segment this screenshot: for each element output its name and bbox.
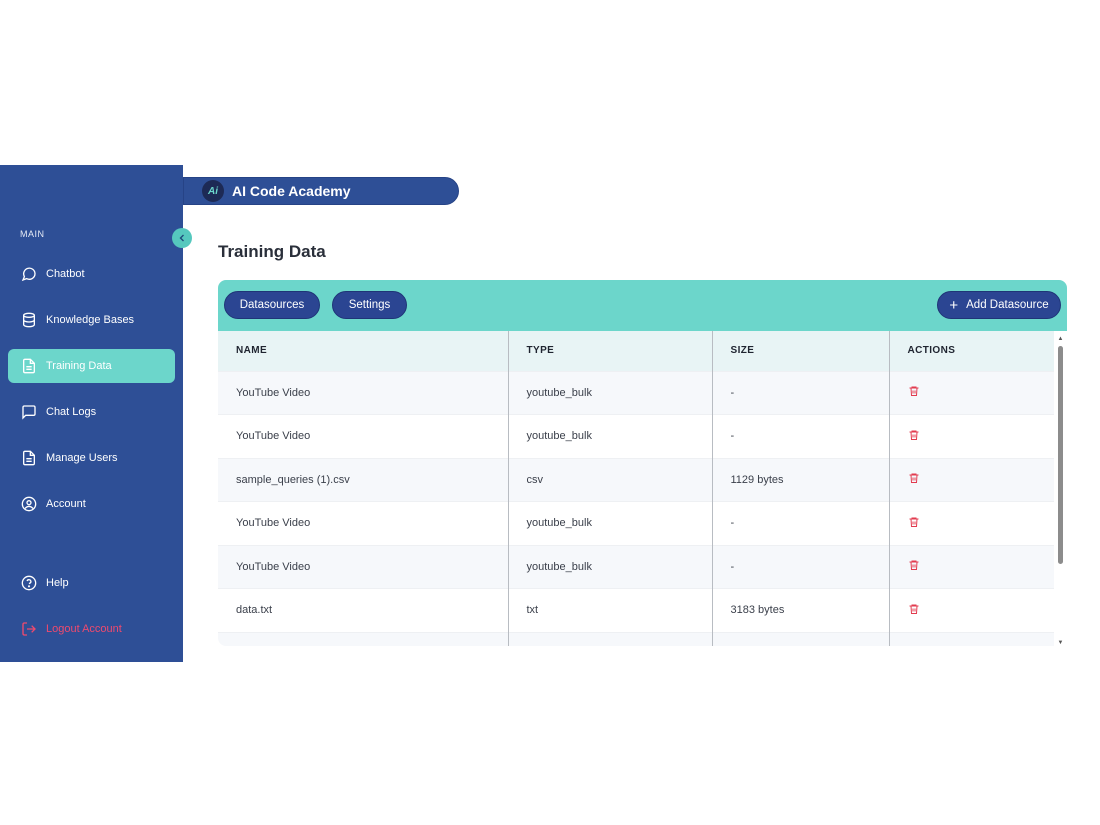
sidebar-item-label: Chat Logs [46,406,97,418]
cell-size: 1129 bytes [711,457,889,502]
sidebar-item-label: Chatbot [46,268,85,280]
plus-icon: + [949,296,959,314]
table-row: data.txt txt 3183 bytes [218,588,1054,632]
sidebar-item-label: Logout Account [46,623,122,635]
document-icon [20,357,38,375]
table-row: YouTube Video youtube_bulk - [218,370,1054,415]
cell-name: sample_queries (1).csv [218,457,508,502]
cell-size: - [711,544,889,589]
sidebar-item-chat-logs[interactable]: Chat Logs [8,395,175,429]
chevron-left-icon [179,234,184,242]
cell-name: YouTube Video [218,501,508,545]
cell-type: youtube_bulk [507,414,712,458]
cell-name: YouTube Video [218,370,508,415]
training-data-card: Datasources Settings + Add Datasource NA… [218,280,1067,646]
user-circle-icon [20,495,38,513]
column-header-type: TYPE [507,331,712,371]
column-header-name: NAME [218,331,508,371]
datasource-table: NAME TYPE SIZE ACTIONS YouTube Video you… [218,331,1054,646]
cell-actions [888,414,1054,458]
cell-type: youtube_bulk [507,501,712,545]
sidebar-item-help[interactable]: Help [8,566,175,600]
sidebar-item-label: Manage Users [46,452,118,464]
delete-icon[interactable] [908,516,920,528]
brand-name: AI Code Academy [232,183,351,199]
table-scrollbar[interactable]: ▲ ▼ [1057,336,1064,646]
cell-name: YouTube Video [218,544,508,589]
table-row: YouTube Video youtube_bulk - [218,501,1054,545]
table-row: YouTube Video youtube_bulk - [218,544,1054,589]
brand-header: Ai AI Code Academy [183,177,459,205]
add-datasource-label: Add Datasource [966,299,1049,311]
sidebar-item-label: Knowledge Bases [46,314,135,326]
sidebar-item-label: Help [46,577,69,589]
datasources-button[interactable]: Datasources [224,291,320,319]
table-header-row: NAME TYPE SIZE ACTIONS [218,331,1054,371]
sidebar-item-knowledge-bases[interactable]: Knowledge Bases [8,303,175,337]
delete-icon[interactable] [908,559,920,571]
page-title: Training Data [218,242,326,261]
cell-actions [888,370,1054,415]
sidebar-section-label: MAIN [20,229,45,239]
help-circle-icon [20,574,38,592]
sidebar: MAIN Chatbot Knowledge Bases Training Da… [0,165,183,662]
sidebar-collapse-button[interactable] [172,228,192,248]
cell-type: txt [507,588,712,632]
datasource-table-container[interactable]: NAME TYPE SIZE ACTIONS YouTube Video you… [218,331,1067,646]
cell-name: data.txt [218,588,508,632]
sidebar-item-training-data[interactable]: Training Data [8,349,175,383]
delete-icon[interactable] [908,472,920,484]
cell-actions [888,501,1054,545]
sidebar-item-chatbot[interactable]: Chatbot [8,257,175,291]
settings-button[interactable]: Settings [332,291,407,319]
table-row: YouTube Video youtube_bulk - [218,414,1054,458]
scroll-down-arrow-icon[interactable]: ▼ [1057,640,1064,646]
cell-size: - [711,501,889,545]
delete-icon[interactable] [908,603,920,615]
chat-bubble-icon [20,265,38,283]
cell-type: youtube_bulk [507,544,712,589]
document-icon [20,449,38,467]
app-frame: MAIN Chatbot Knowledge Bases Training Da… [0,165,1100,662]
add-datasource-button[interactable]: + Add Datasource [937,291,1061,319]
cell-size [711,631,889,646]
delete-icon[interactable] [908,385,920,397]
cell-name: YouTube Video [218,414,508,458]
cell-actions [888,544,1054,589]
cell-type: csv [507,457,712,502]
cell-actions [888,631,1054,646]
table-row [218,631,1054,646]
sidebar-item-logout[interactable]: Logout Account [8,612,175,646]
cell-size: - [711,414,889,458]
card-toolbar: Datasources Settings + Add Datasource [218,280,1067,331]
sidebar-item-manage-users[interactable]: Manage Users [8,441,175,475]
database-icon [20,311,38,329]
scrollbar-thumb[interactable] [1058,346,1063,564]
cell-actions [888,457,1054,502]
logout-icon [20,620,38,638]
cell-size: - [711,370,889,415]
delete-icon[interactable] [908,429,920,441]
cell-actions [888,588,1054,632]
cell-type: youtube_bulk [507,370,712,415]
sidebar-item-label: Account [46,498,86,510]
message-square-icon [20,403,38,421]
brand-logo: Ai [202,180,224,202]
column-header-actions: ACTIONS [888,331,1054,371]
column-header-size: SIZE [711,331,889,371]
sidebar-item-account[interactable]: Account [8,487,175,521]
cell-size: 3183 bytes [711,588,889,632]
cell-type [507,631,712,646]
table-row: sample_queries (1).csv csv 1129 bytes [218,457,1054,502]
sidebar-item-label: Training Data [46,360,112,372]
cell-name [218,631,508,646]
scroll-up-arrow-icon[interactable]: ▲ [1057,336,1064,342]
